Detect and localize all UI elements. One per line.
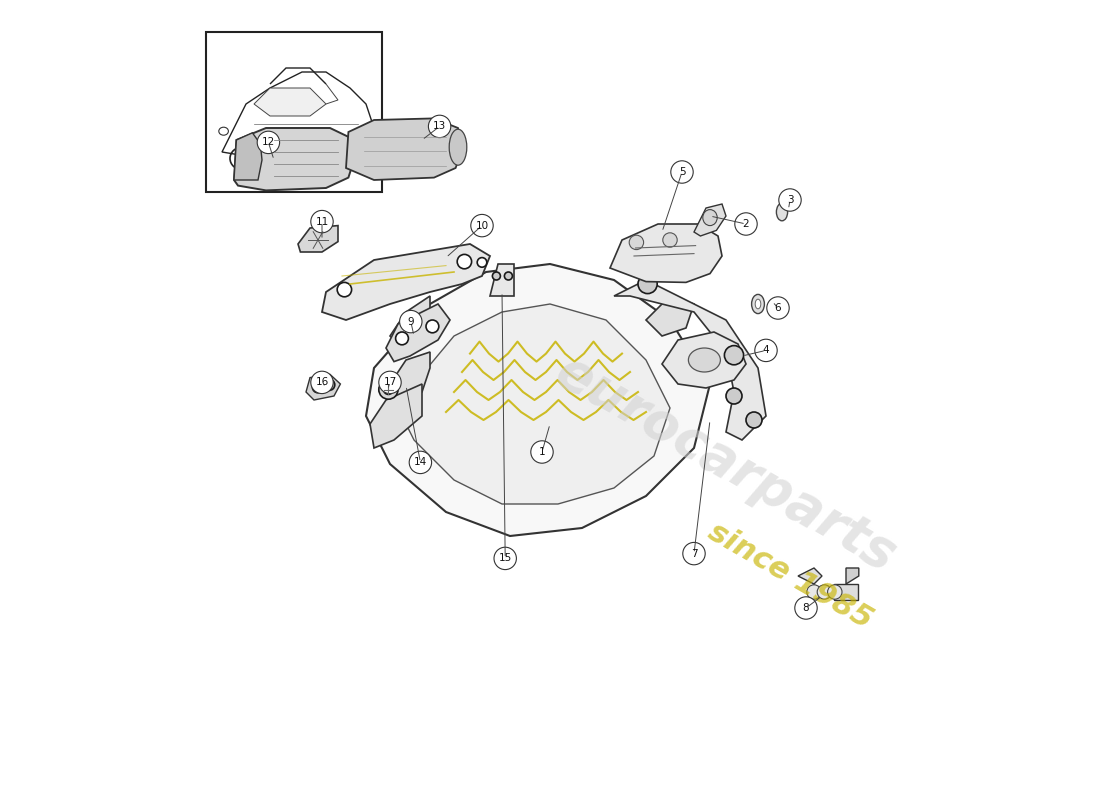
Circle shape: [428, 115, 451, 138]
Circle shape: [378, 380, 398, 399]
Circle shape: [767, 297, 789, 319]
Text: 11: 11: [316, 217, 329, 226]
Text: 3: 3: [786, 195, 793, 205]
Text: 12: 12: [262, 138, 275, 147]
Text: 17: 17: [384, 378, 397, 387]
Circle shape: [531, 441, 553, 463]
Polygon shape: [234, 133, 262, 180]
Text: since 1985: since 1985: [703, 518, 877, 634]
Circle shape: [493, 272, 500, 280]
Text: 6: 6: [774, 303, 781, 313]
Circle shape: [505, 272, 513, 280]
Ellipse shape: [777, 203, 788, 221]
Circle shape: [399, 310, 422, 333]
Polygon shape: [390, 352, 430, 400]
Text: 7: 7: [691, 549, 697, 558]
Circle shape: [323, 379, 334, 390]
Ellipse shape: [827, 585, 842, 599]
Circle shape: [746, 412, 762, 428]
Polygon shape: [366, 264, 710, 536]
Text: 2: 2: [742, 219, 749, 229]
Polygon shape: [694, 204, 726, 236]
Circle shape: [494, 547, 516, 570]
Circle shape: [396, 332, 408, 345]
Text: 16: 16: [316, 378, 329, 387]
Circle shape: [683, 542, 705, 565]
Polygon shape: [834, 584, 858, 600]
Polygon shape: [798, 568, 822, 584]
Polygon shape: [662, 332, 746, 388]
Polygon shape: [390, 296, 430, 344]
Ellipse shape: [663, 233, 678, 247]
Text: 13: 13: [433, 122, 447, 131]
Circle shape: [638, 274, 657, 294]
Ellipse shape: [756, 299, 761, 309]
Bar: [206, 32, 382, 192]
Polygon shape: [306, 374, 340, 400]
Ellipse shape: [449, 130, 466, 166]
Polygon shape: [322, 244, 490, 320]
Polygon shape: [370, 384, 422, 448]
Ellipse shape: [751, 294, 764, 314]
Polygon shape: [398, 304, 670, 504]
Polygon shape: [614, 280, 766, 440]
Ellipse shape: [817, 585, 832, 599]
Circle shape: [311, 371, 333, 394]
Circle shape: [725, 346, 744, 365]
Polygon shape: [234, 128, 354, 190]
Text: eurocarparts: eurocarparts: [547, 346, 905, 582]
Circle shape: [755, 339, 778, 362]
Circle shape: [257, 131, 279, 154]
Circle shape: [378, 371, 402, 394]
Polygon shape: [346, 118, 462, 180]
Circle shape: [409, 451, 431, 474]
Circle shape: [726, 388, 742, 404]
Circle shape: [384, 385, 393, 394]
Polygon shape: [646, 296, 694, 336]
Text: 4: 4: [762, 346, 769, 355]
Polygon shape: [846, 568, 859, 584]
Circle shape: [426, 320, 439, 333]
Circle shape: [312, 382, 323, 393]
Text: 8: 8: [803, 603, 810, 613]
Ellipse shape: [689, 348, 720, 372]
Ellipse shape: [806, 585, 822, 599]
Polygon shape: [386, 304, 450, 362]
Circle shape: [735, 213, 757, 235]
Circle shape: [338, 282, 352, 297]
Circle shape: [458, 254, 472, 269]
Polygon shape: [254, 88, 326, 116]
Circle shape: [671, 161, 693, 183]
Polygon shape: [610, 224, 722, 282]
Text: 10: 10: [475, 221, 488, 230]
Circle shape: [311, 210, 333, 233]
Text: 5: 5: [679, 167, 685, 177]
Circle shape: [779, 189, 801, 211]
Text: 14: 14: [414, 458, 427, 467]
Ellipse shape: [703, 210, 717, 226]
Polygon shape: [490, 264, 514, 296]
Circle shape: [795, 597, 817, 619]
Text: 1: 1: [539, 447, 546, 457]
Circle shape: [477, 258, 487, 267]
Ellipse shape: [629, 235, 644, 250]
Circle shape: [471, 214, 493, 237]
Text: 9: 9: [407, 317, 414, 326]
Polygon shape: [298, 226, 338, 252]
Text: 15: 15: [498, 554, 512, 563]
